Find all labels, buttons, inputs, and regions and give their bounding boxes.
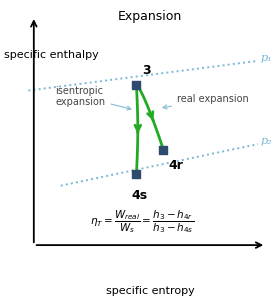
Text: real expansion: real expansion: [163, 94, 249, 109]
Text: p₂: p₂: [261, 136, 272, 146]
Point: [134, 82, 139, 87]
Text: $\eta_T = \dfrac{W_{real}}{W_s} = \dfrac{h_3 - h_{4r}}{h_3 - h_{4s}}$: $\eta_T = \dfrac{W_{real}}{W_s} = \dfrac…: [90, 208, 194, 235]
Text: 4r: 4r: [169, 159, 184, 172]
Text: 3: 3: [142, 64, 150, 77]
Text: specific enthalpy: specific enthalpy: [4, 50, 99, 60]
Text: Expansion: Expansion: [118, 10, 182, 23]
Text: 4s: 4s: [131, 189, 147, 202]
Point: [161, 148, 166, 152]
Point: [134, 171, 139, 176]
Text: isentropic
expansion: isentropic expansion: [55, 86, 131, 110]
Text: specific entropy: specific entropy: [106, 286, 194, 296]
Text: p₁: p₁: [261, 53, 272, 63]
